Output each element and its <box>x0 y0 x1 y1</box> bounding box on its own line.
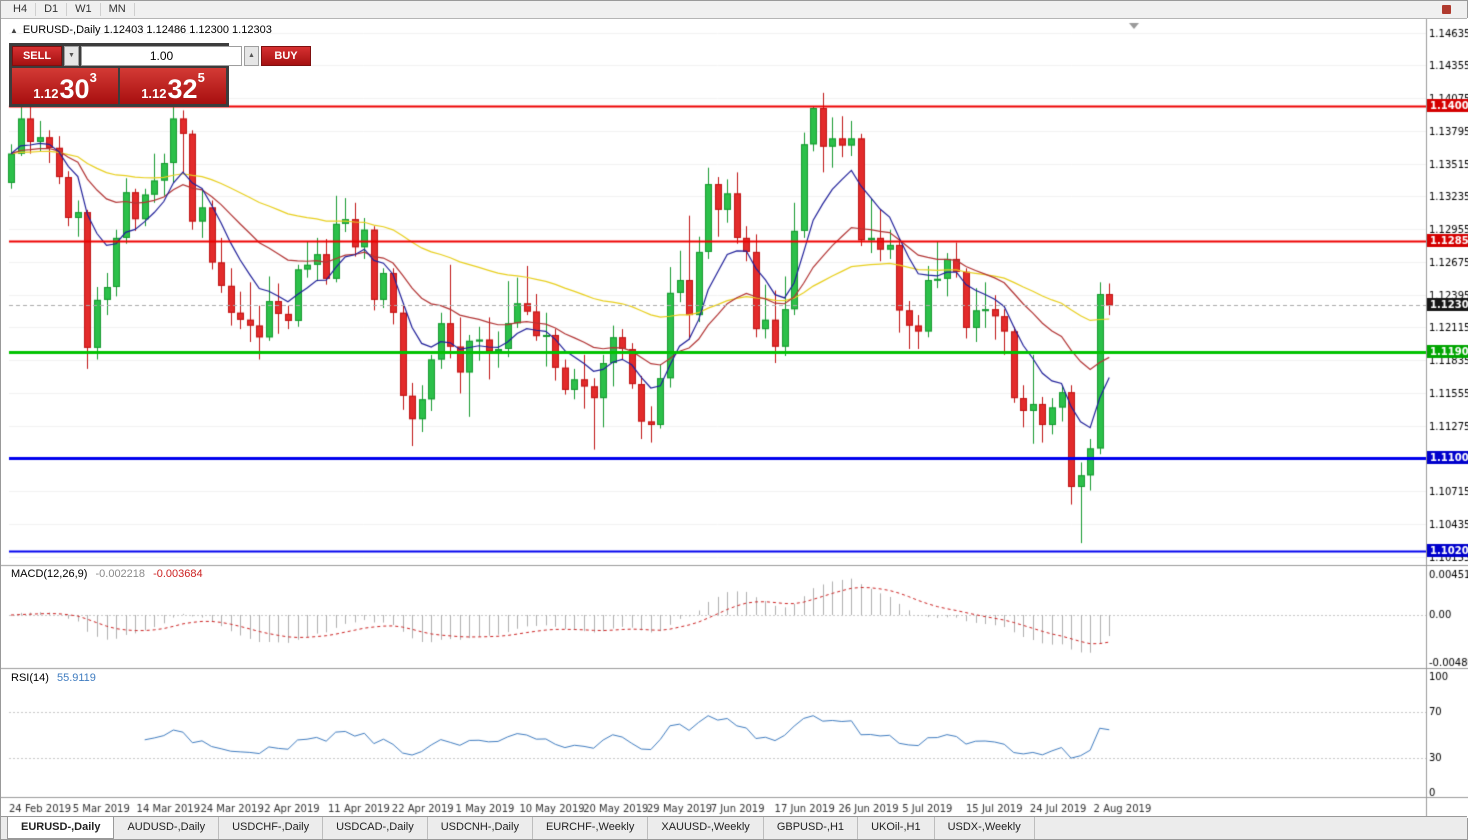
timeframe-buttons: H4 D1 W1 MN <box>5 3 135 16</box>
chart-tab-gbpusd-h1[interactable]: GBPUSD-,H1 <box>764 817 859 839</box>
chart-tab-audusd-daily[interactable]: AUDUSD-,Daily <box>114 817 220 839</box>
sell-price-prefix: 1.12 <box>33 86 59 101</box>
chart-title-text: EURUSD-,Daily 1.12403 1.12486 1.12300 1.… <box>22 24 272 36</box>
chart-tab-usdx-weekly[interactable]: USDX-,Weekly <box>935 817 1035 839</box>
rsi-indicator-label: RSI(14) 55.9119 <box>11 672 96 684</box>
volume-increase-button[interactable]: ▲ <box>244 46 259 66</box>
volume-input[interactable] <box>81 46 242 66</box>
buy-price-prefix: 1.12 <box>141 86 167 101</box>
top-toolbar: H4 D1 W1 MN <box>1 1 1467 19</box>
macd-main-value: -0.002218 <box>95 568 146 580</box>
buy-price-sup: 5 <box>197 70 205 85</box>
chart-tab-eurusd-daily[interactable]: EURUSD-,Daily <box>7 817 115 839</box>
toolbar-right-icon[interactable] <box>1442 5 1451 14</box>
chart-area <box>1 18 1468 818</box>
chart-tab-bar: EURUSD-,Daily AUDUSD-,Daily USDCHF-,Daily U… <box>1 816 1467 839</box>
rsi-name: RSI(14) <box>11 672 49 684</box>
chart-tab-usdchf-daily[interactable]: USDCHF-,Daily <box>219 817 324 839</box>
timeframe-button-mn[interactable]: MN <box>101 3 135 16</box>
chart-tab-usdcad-daily[interactable]: USDCAD-,Daily <box>323 817 428 839</box>
macd-signal-value: -0.003684 <box>153 568 203 580</box>
chart-tab-eurchf-weekly[interactable]: EURCHF-,Weekly <box>533 817 649 839</box>
timeframe-button-w1[interactable]: W1 <box>67 3 101 16</box>
macd-indicator-label: MACD(12,26,9) -0.002218 -0.003684 <box>11 568 203 580</box>
buy-price-display[interactable]: 1.12 32 5 <box>120 68 226 104</box>
buy-button[interactable]: BUY <box>261 46 311 66</box>
timeframe-button-d1[interactable]: D1 <box>36 3 68 16</box>
chart-tab-xauusd-weekly[interactable]: XAUUSD-,Weekly <box>648 817 764 839</box>
price-chart-canvas[interactable] <box>1 18 1468 818</box>
chart-tab-usdcnh-daily[interactable]: USDCNH-,Daily <box>428 817 533 839</box>
macd-name: MACD(12,26,9) <box>11 568 88 580</box>
sell-button[interactable]: SELL <box>12 46 62 66</box>
buy-price-big: 32 <box>167 74 198 104</box>
chart-title: ▲ EURUSD-,Daily 1.12403 1.12486 1.12300 1… <box>10 24 272 36</box>
panel-toggle-icon[interactable]: ▲ <box>10 26 18 35</box>
one-click-trading-panel: SELL ▼ ▲ BUY 1.12 30 3 1.12 32 5 <box>9 43 311 107</box>
timeframe-button-h4[interactable]: H4 <box>5 3 37 16</box>
sell-price-display[interactable]: 1.12 30 3 <box>12 68 118 104</box>
volume-decrease-button[interactable]: ▼ <box>64 46 79 66</box>
chart-tab-ukoil-h1[interactable]: UKOil-,H1 <box>858 817 935 839</box>
sell-price-big: 30 <box>59 74 90 104</box>
rsi-value: 55.9119 <box>56 672 96 684</box>
sell-price-sup: 3 <box>89 70 97 85</box>
